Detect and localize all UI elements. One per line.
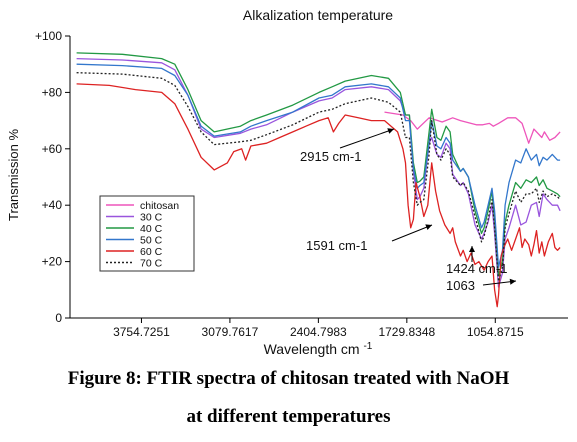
- legend-label: 30 C: [140, 212, 163, 224]
- legend-label: 50 C: [140, 235, 163, 247]
- y-axis-label: Transmission %: [6, 129, 21, 221]
- plot-area: 0 +20 +40 +60 +80 +100 3754.7251 3079.7617 2404.…: [35, 29, 568, 339]
- x-tick-label: 3079.7617: [202, 325, 259, 339]
- y-tick-label: +100: [35, 29, 62, 43]
- legend-label: chitosan: [140, 200, 179, 212]
- annotation-arrow: [339, 128, 395, 149]
- annotation-label: 1591 cm-1: [306, 238, 367, 253]
- series-group: [76, 52, 561, 308]
- y-tick-label: +40: [42, 198, 63, 212]
- series-line-chitosan: [384, 111, 561, 144]
- annotation-arrowhead: [509, 278, 516, 285]
- series-line-70-c: [76, 72, 561, 282]
- series-line-30-c: [76, 57, 561, 288]
- annotation-arrowhead: [425, 224, 432, 230]
- series-line-40-c: [76, 52, 561, 277]
- x-tick-label: 2404.7983: [290, 325, 347, 339]
- annotation-arrowhead: [387, 128, 394, 134]
- y-tick-label: +20: [42, 255, 63, 269]
- y-tick-label: +80: [42, 85, 63, 99]
- x-axis-label-text: Wavelength cm: [264, 341, 360, 357]
- annotation-label: 1424 cm-1: [446, 261, 507, 276]
- annotation-arrow: [391, 224, 433, 242]
- series-line-50-c: [76, 63, 561, 268]
- x-tick-label: 3754.7251: [113, 325, 170, 339]
- legend-label: 40 C: [140, 223, 163, 235]
- legend-label: 70 C: [140, 258, 163, 270]
- legend-box: [99, 195, 195, 272]
- annotation-arrowhead: [469, 246, 475, 252]
- annotations: 2915 cm-1 1591 cm-1 1424 cm-1 1063: [300, 128, 517, 293]
- chart-title: Alkalization temperature: [243, 7, 393, 23]
- annotation-label: 2915 cm-1: [300, 149, 361, 164]
- x-tick-label: 1054.8715: [467, 325, 524, 339]
- x-tick-label: 1729.8348: [378, 325, 435, 339]
- y-tick-label: +60: [42, 142, 63, 156]
- x-axis-label: Wavelength cm -1: [264, 341, 373, 357]
- y-tick-label: 0: [55, 311, 62, 325]
- figure-caption-line2: at different temperatures: [186, 406, 391, 427]
- series-line-60-c: [76, 83, 561, 308]
- legend-label: 60 C: [140, 246, 163, 258]
- figure-caption-line1: Figure 8: FTIR spectra of chitosan treat…: [67, 368, 510, 389]
- x-axis-label-sup: -1: [363, 341, 372, 352]
- annotation-label: 1063: [446, 278, 475, 293]
